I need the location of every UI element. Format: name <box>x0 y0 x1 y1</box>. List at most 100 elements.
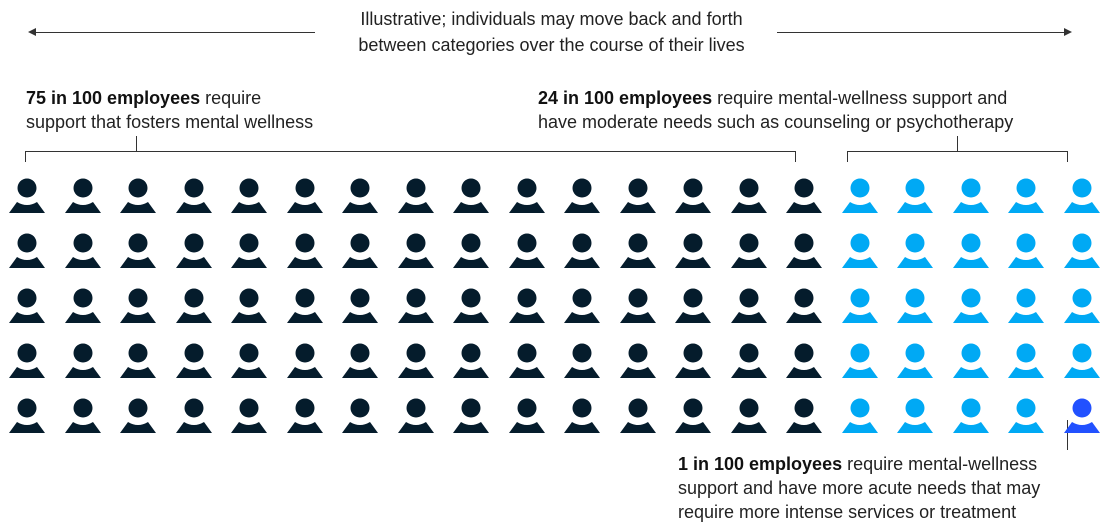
label-acute-rest: require mental-wellness <box>842 454 1038 474</box>
person-icon <box>675 233 711 268</box>
person-icon <box>1063 288 1100 323</box>
person-icon <box>64 178 101 213</box>
label-acute-bold: 1 in 100 employees <box>678 454 843 474</box>
pointer-line-acute <box>1067 420 1068 450</box>
person-icon <box>231 178 267 213</box>
person-icon <box>730 343 767 378</box>
person-icon <box>786 288 822 323</box>
person-icon <box>175 343 212 378</box>
person-icon <box>508 178 545 213</box>
person-icon <box>175 288 212 323</box>
person-icon <box>508 288 545 323</box>
label-acute-line2: support and have more acute needs that m… <box>678 478 1041 498</box>
person-icon <box>64 288 101 323</box>
person-icon <box>9 398 45 433</box>
person-icon <box>841 343 878 378</box>
person-icon <box>952 233 989 268</box>
person-icon <box>1008 288 1044 323</box>
bracket-tick-foster <box>136 136 137 151</box>
label-acute: 1 in 100 employees require mental-wellne… <box>678 452 1098 524</box>
person-icon <box>286 288 323 323</box>
person-icon <box>342 343 378 378</box>
person-icon <box>175 178 212 213</box>
person-icon <box>453 178 489 213</box>
person-icon <box>1063 178 1100 213</box>
person-icon <box>730 178 767 213</box>
person-icon <box>952 288 989 323</box>
person-icon <box>342 233 378 268</box>
person-icon <box>342 398 378 433</box>
person-icon <box>841 178 878 213</box>
label-moderate: 24 in 100 employees require mental-welln… <box>538 86 1098 134</box>
person-icon <box>1008 178 1044 213</box>
person-icon <box>675 343 711 378</box>
person-icon <box>841 288 878 323</box>
person-icon <box>9 178 45 213</box>
person-icon <box>231 233 267 268</box>
label-foster: 75 in 100 employees require support that… <box>26 86 356 134</box>
person-icon <box>897 178 933 213</box>
person-icon <box>897 233 933 268</box>
person-icon <box>675 288 711 323</box>
person-icon <box>730 288 767 323</box>
person-icon <box>286 178 323 213</box>
person-icon <box>1063 398 1100 433</box>
person-icon <box>453 343 489 378</box>
person-icon <box>619 343 656 378</box>
person-icon <box>841 398 878 433</box>
person-icon <box>730 233 767 268</box>
person-icon <box>1063 343 1100 378</box>
person-icon <box>286 343 323 378</box>
scope-note: Illustrative; individuals may move back … <box>0 2 1103 62</box>
person-icon <box>619 233 656 268</box>
person-icon <box>508 233 545 268</box>
person-icon <box>619 288 656 323</box>
person-icon <box>675 178 711 213</box>
person-icon <box>508 398 545 433</box>
person-icon <box>231 343 267 378</box>
person-icon <box>786 178 822 213</box>
person-icon <box>897 398 933 433</box>
person-icon <box>120 398 156 433</box>
person-icon <box>231 288 267 323</box>
person-icon <box>786 233 822 268</box>
person-icon <box>120 288 156 323</box>
person-icon <box>342 178 378 213</box>
person-icon <box>231 398 267 433</box>
person-icon <box>397 398 434 433</box>
person-icon <box>1008 398 1044 433</box>
person-icon <box>952 178 989 213</box>
label-moderate-bold: 24 in 100 employees <box>538 88 713 108</box>
scope-text-line1: Illustrative; individuals may move back … <box>360 9 743 29</box>
person-icon <box>9 288 45 323</box>
person-icon <box>1008 343 1044 378</box>
person-icon <box>564 398 600 433</box>
person-icon <box>120 343 156 378</box>
person-icon <box>397 233 434 268</box>
label-foster-bold: 75 in 100 employees <box>26 88 201 108</box>
person-icon <box>64 398 101 433</box>
person-icon <box>64 233 101 268</box>
person-icon <box>1008 233 1044 268</box>
arrow-right-icon <box>1064 28 1072 36</box>
person-icon <box>952 343 989 378</box>
person-icon <box>564 178 600 213</box>
person-icon <box>453 233 489 268</box>
scope-text-line2: between categories over the course of th… <box>358 35 745 55</box>
label-foster-rest: require <box>200 88 262 108</box>
person-icon <box>120 233 156 268</box>
person-icon <box>397 343 434 378</box>
person-icon <box>564 288 600 323</box>
person-icon <box>841 233 878 268</box>
person-icon <box>508 343 545 378</box>
person-icon <box>175 398 212 433</box>
bracket-foster <box>25 151 796 162</box>
person-icon <box>897 288 933 323</box>
person-icon <box>175 233 212 268</box>
person-icon <box>675 398 711 433</box>
person-icon <box>286 233 323 268</box>
person-icon <box>730 398 767 433</box>
person-icon <box>453 398 489 433</box>
person-icon <box>619 178 656 213</box>
label-foster-line2: support that fosters mental wellness <box>26 112 314 132</box>
